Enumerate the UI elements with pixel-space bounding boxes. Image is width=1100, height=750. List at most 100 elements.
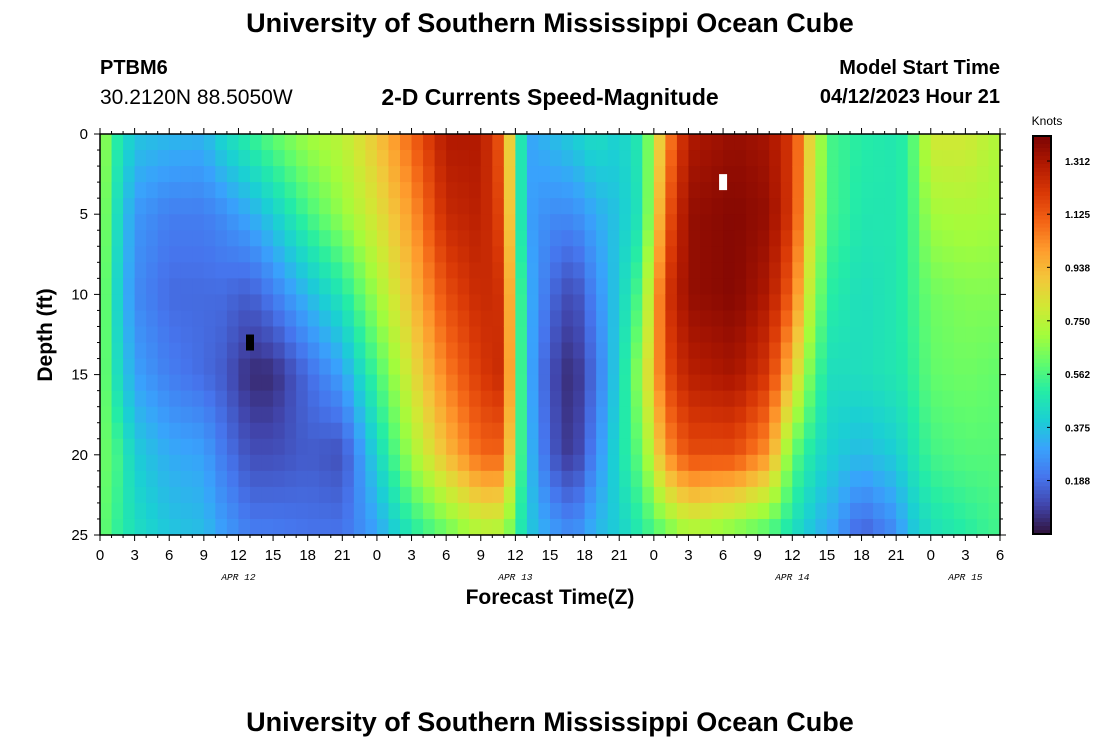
heatmap-cell bbox=[953, 310, 966, 328]
heatmap-cell bbox=[538, 214, 551, 231]
heatmap-cell bbox=[100, 166, 113, 183]
heatmap-cell bbox=[619, 310, 632, 328]
heatmap-cell bbox=[226, 422, 240, 440]
heatmap-cell bbox=[734, 198, 747, 215]
heatmap-cell bbox=[711, 294, 724, 312]
heatmap-cell bbox=[480, 246, 493, 263]
heatmap-cell bbox=[850, 182, 863, 199]
heatmap-cell bbox=[619, 278, 632, 295]
heatmap-cell bbox=[792, 230, 805, 247]
heatmap-cell bbox=[238, 230, 251, 247]
colorbar-band bbox=[1033, 175, 1051, 181]
heatmap-cell bbox=[826, 358, 840, 376]
heatmap-cell bbox=[273, 310, 286, 328]
heatmap-cell bbox=[169, 230, 182, 247]
heatmap-cell bbox=[619, 182, 632, 199]
heatmap-cell bbox=[861, 134, 874, 151]
heatmap-cell bbox=[157, 358, 170, 376]
heatmap-cell bbox=[330, 454, 343, 472]
heatmap-cell bbox=[700, 358, 713, 376]
colorbar-band bbox=[1033, 414, 1051, 420]
heatmap-cell bbox=[492, 262, 505, 279]
heatmap-cell bbox=[584, 230, 597, 247]
heatmap-cell bbox=[203, 310, 216, 328]
heatmap-cell bbox=[815, 262, 828, 279]
heatmap-cell bbox=[192, 134, 205, 151]
heatmap-cell bbox=[838, 374, 851, 392]
heatmap-cell bbox=[988, 150, 1001, 167]
colorbar-band bbox=[1033, 350, 1051, 356]
heatmap-cell bbox=[111, 134, 124, 151]
heatmap-cell bbox=[307, 470, 320, 488]
heatmap-cell bbox=[746, 374, 759, 392]
heatmap-cell bbox=[665, 470, 678, 488]
heatmap-cell bbox=[873, 182, 886, 199]
heatmap-cell bbox=[434, 134, 447, 151]
heatmap-cell bbox=[446, 454, 459, 472]
heatmap-cell bbox=[180, 150, 193, 167]
heatmap-cell bbox=[792, 166, 805, 183]
heatmap-cell bbox=[192, 246, 205, 263]
heatmap-cell bbox=[296, 230, 309, 247]
heatmap-cell bbox=[861, 198, 874, 215]
heatmap-cell bbox=[342, 390, 355, 408]
heatmap-cell bbox=[180, 390, 193, 408]
heatmap-cell bbox=[457, 438, 470, 456]
heatmap-cell bbox=[942, 214, 955, 231]
heatmap-cell bbox=[688, 374, 701, 392]
heatmap-cell bbox=[307, 310, 320, 328]
heatmap-cell bbox=[584, 134, 597, 151]
heatmap-cell bbox=[123, 406, 136, 424]
heatmap-cell bbox=[111, 342, 124, 360]
colorbar-band bbox=[1033, 366, 1051, 372]
heatmap-cell bbox=[850, 438, 863, 456]
heatmap-cell bbox=[815, 406, 828, 424]
heatmap-cell bbox=[734, 134, 747, 151]
heatmap-cell bbox=[169, 358, 182, 376]
heatmap-cell bbox=[492, 246, 505, 263]
heatmap-cell bbox=[111, 486, 124, 504]
heatmap-cell bbox=[769, 406, 782, 424]
heatmap-cell bbox=[203, 150, 216, 167]
colorbar-band bbox=[1033, 183, 1051, 189]
heatmap-cell bbox=[826, 150, 840, 167]
heatmap-cell bbox=[746, 310, 759, 328]
heatmap-cell bbox=[480, 422, 493, 440]
heatmap-cell bbox=[515, 374, 528, 392]
heatmap-cell bbox=[261, 342, 274, 360]
heatmap-cell bbox=[123, 470, 136, 488]
heatmap-cell bbox=[503, 198, 516, 215]
heatmap-cell bbox=[850, 470, 863, 488]
heatmap-cell bbox=[838, 518, 851, 536]
heatmap-cell bbox=[100, 182, 113, 199]
heatmap-cell bbox=[711, 326, 724, 344]
heatmap-cell bbox=[965, 518, 978, 536]
heatmap-cell bbox=[653, 454, 666, 472]
heatmap-cell bbox=[273, 134, 286, 151]
colorbar-band bbox=[1033, 275, 1051, 280]
heatmap-cell bbox=[457, 406, 470, 424]
heatmap-cell bbox=[642, 230, 655, 247]
heatmap-cell bbox=[965, 262, 978, 279]
heatmap-cell bbox=[365, 518, 378, 536]
heatmap-cell bbox=[365, 294, 378, 312]
heatmap-cell bbox=[284, 406, 297, 424]
heatmap-cell bbox=[988, 454, 1001, 472]
heatmap-cell bbox=[515, 502, 528, 520]
heatmap-cell bbox=[423, 150, 436, 167]
heatmap-cell bbox=[319, 262, 332, 279]
heatmap-cell bbox=[976, 326, 990, 344]
heatmap-cell bbox=[400, 470, 413, 488]
heatmap-cell bbox=[976, 342, 990, 360]
heatmap-cell bbox=[215, 246, 228, 263]
heatmap-cell bbox=[469, 278, 482, 295]
heatmap-cell bbox=[619, 214, 632, 231]
heatmap-cell bbox=[769, 358, 782, 376]
heatmap-cell bbox=[596, 198, 609, 215]
heatmap-cell bbox=[446, 406, 459, 424]
heatmap-cell bbox=[734, 358, 747, 376]
heatmap-cell bbox=[423, 374, 436, 392]
colorbar-band bbox=[1033, 223, 1051, 229]
heatmap-cell bbox=[596, 310, 609, 328]
heatmap-cell bbox=[307, 406, 320, 424]
